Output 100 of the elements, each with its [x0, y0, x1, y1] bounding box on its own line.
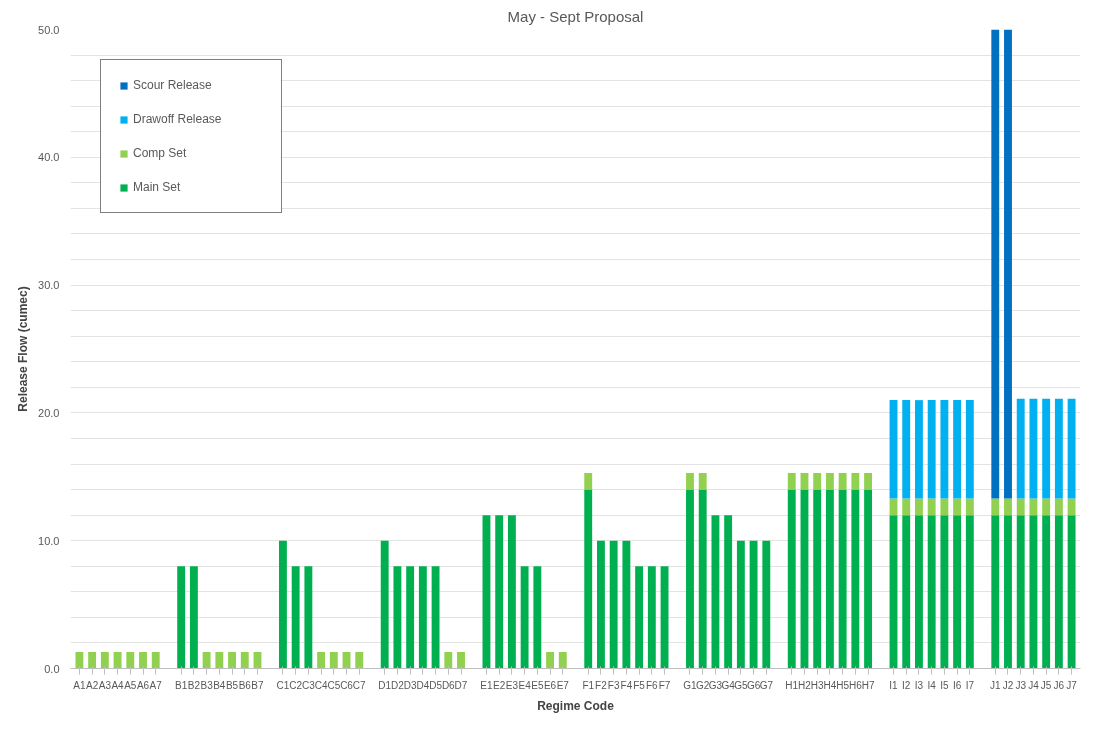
bar: [75, 651, 84, 669]
bar: [1054, 498, 1063, 516]
x-tick-label: D7: [454, 679, 468, 691]
bar: [686, 489, 694, 669]
bar: [228, 651, 236, 669]
bar: [202, 651, 211, 669]
bar: [864, 489, 873, 669]
bar: [1016, 515, 1025, 669]
bar: [278, 540, 287, 669]
bar: [902, 400, 911, 499]
bar: [940, 400, 949, 499]
x-tick-label: A1: [73, 679, 86, 691]
bar: [965, 400, 974, 499]
bar: [1054, 398, 1063, 499]
bar: [813, 489, 822, 669]
bar: [393, 566, 402, 669]
x-tick-label: E1: [480, 679, 494, 691]
x-tick-label: J1: [989, 679, 1001, 691]
x-tick-label: H6: [848, 679, 863, 691]
x-tick-label: B5: [225, 679, 239, 691]
bar: [215, 651, 224, 669]
x-tick-label: I5: [940, 679, 949, 691]
x-tick-label: D6: [441, 679, 456, 691]
bar: [597, 540, 605, 669]
x-tick-label: C3: [301, 679, 316, 691]
bar: [126, 651, 135, 669]
bar: [520, 566, 529, 669]
bar: [787, 489, 796, 669]
bar: [927, 498, 936, 516]
bar: [495, 515, 504, 669]
bar: [902, 515, 911, 669]
bar: [787, 472, 796, 490]
bar: [609, 540, 618, 669]
bar: [1004, 515, 1012, 669]
legend-label: Main Set: [133, 180, 182, 194]
legend-label: Comp Set: [133, 146, 188, 160]
x-tick-label: E6: [543, 679, 557, 691]
x-tick-label: G7: [759, 679, 774, 691]
x-tick-label: J6: [1053, 679, 1065, 691]
x-tick-label: F4: [620, 679, 633, 691]
x-tick-label: D2: [391, 679, 405, 691]
bar: [1029, 498, 1038, 516]
bar: [851, 489, 860, 669]
x-tick-label: B2: [187, 679, 201, 691]
x-tick-label: D1: [378, 679, 392, 691]
bar: [965, 498, 974, 516]
bar: [953, 498, 962, 516]
x-tick-label: J4: [1028, 679, 1040, 691]
y-tick-label: 20.0: [38, 406, 60, 419]
x-tick-label: A6: [136, 679, 150, 691]
x-tick-label: D3: [403, 679, 417, 691]
bar: [584, 472, 593, 490]
bar: [88, 651, 97, 669]
bar: [838, 472, 847, 490]
x-tick-label: C2: [289, 679, 303, 691]
legend-label: Scour Release: [133, 78, 213, 92]
x-tick-label: C1: [276, 679, 290, 691]
bar: [100, 651, 109, 669]
x-tick-label: E7: [556, 679, 570, 691]
x-tick-label: E3: [505, 679, 519, 691]
bar: [1042, 398, 1051, 499]
x-tick-label: H1: [785, 679, 799, 691]
x-tick-label: I4: [927, 679, 937, 691]
bar: [953, 515, 962, 669]
bar: [927, 515, 936, 669]
x-tick-label: I2: [902, 679, 911, 691]
y-tick-label: 10.0: [38, 534, 60, 547]
bar: [1042, 515, 1051, 669]
bar: [698, 489, 707, 669]
bar: [189, 566, 198, 669]
x-tick-label: F5: [633, 679, 646, 691]
bar: [736, 540, 745, 669]
x-tick-label: E2: [493, 679, 506, 691]
x-tick-label: G6: [746, 679, 761, 691]
bar: [864, 472, 873, 490]
bar: [1016, 398, 1025, 499]
x-tick-label: G5: [734, 679, 748, 691]
x-tick-label: J5: [1040, 679, 1052, 691]
bar: [991, 29, 1000, 499]
x-tick-label: A7: [149, 679, 163, 691]
bar: [304, 566, 313, 669]
x-tick-label: H7: [861, 679, 875, 691]
bar: [380, 540, 389, 669]
chart-title: May - Sept Proposal: [507, 7, 644, 25]
bar: [1004, 498, 1012, 516]
x-tick-label: A4: [111, 679, 125, 691]
bar: [431, 566, 440, 669]
x-tick-label: D5: [429, 679, 443, 691]
x-tick-label: H3: [810, 679, 825, 691]
bar: [1029, 515, 1038, 669]
x-tick-label: B4: [213, 679, 226, 691]
bar: [991, 515, 1000, 669]
bar: [915, 498, 923, 516]
bar: [991, 498, 1000, 516]
y-tick-label: 40.0: [38, 151, 60, 164]
x-tick-label: D4: [416, 679, 430, 691]
x-tick-label: I6: [952, 679, 962, 691]
bar: [711, 515, 720, 669]
x-tick-label: F3: [607, 679, 620, 691]
bar: [800, 472, 809, 490]
